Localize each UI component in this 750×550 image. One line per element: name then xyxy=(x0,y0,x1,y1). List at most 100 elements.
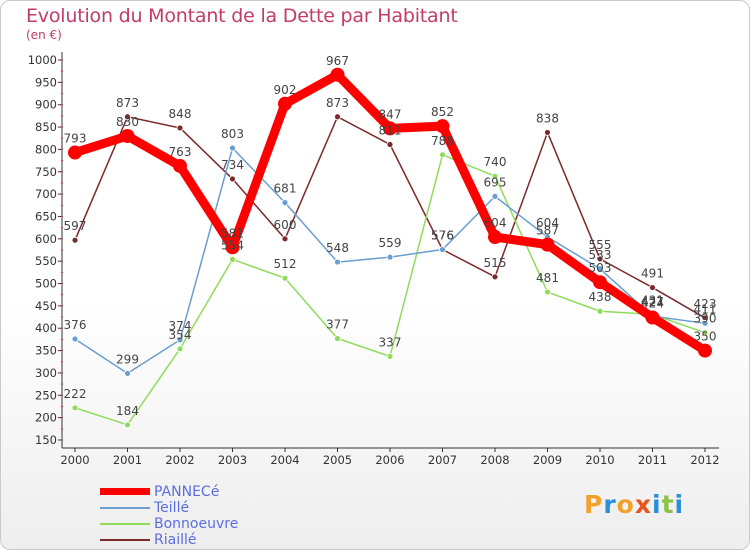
data-point xyxy=(439,151,446,159)
data-point xyxy=(439,246,446,253)
data-label: 576 xyxy=(431,229,454,243)
legend-label-pannece: PANNECé xyxy=(154,484,220,500)
x-tick-label: 2001 xyxy=(113,453,142,467)
data-point xyxy=(596,307,604,315)
data-point xyxy=(544,129,551,136)
data-point xyxy=(225,240,240,255)
logo-letter: x xyxy=(634,490,652,519)
logo-letter: t xyxy=(661,490,675,519)
x-tick-label: 2002 xyxy=(165,453,194,467)
data-point xyxy=(120,129,135,143)
data-label: 847 xyxy=(379,107,402,121)
data-label: 438 xyxy=(589,290,612,304)
y-tick-label: 150 xyxy=(35,433,57,447)
data-label: 222 xyxy=(64,387,87,401)
data-label: 376 xyxy=(64,318,87,332)
data-label: 604 xyxy=(536,216,559,230)
legend-swatch-pannece xyxy=(100,488,150,495)
data-point xyxy=(491,273,499,281)
data-point xyxy=(278,96,292,111)
data-label: 604 xyxy=(484,216,507,230)
data-point xyxy=(281,199,289,207)
data-label: 559 xyxy=(379,236,402,250)
y-tick-label: 650 xyxy=(35,209,57,223)
data-point xyxy=(386,253,394,261)
data-label: 873 xyxy=(326,96,349,110)
data-label: 902 xyxy=(274,83,297,97)
data-label: 788 xyxy=(431,134,454,148)
legend-item-pannece: PANNECé xyxy=(100,484,300,500)
y-tick-label: 550 xyxy=(35,254,57,268)
data-point xyxy=(386,352,394,360)
data-point xyxy=(540,237,555,252)
y-tick-label: 350 xyxy=(35,344,57,358)
y-tick-label: 500 xyxy=(35,277,57,291)
data-point xyxy=(334,258,341,266)
data-label: 431 xyxy=(641,293,664,307)
data-point xyxy=(701,319,709,327)
data-label: 587 xyxy=(536,224,559,238)
y-tick-label: 700 xyxy=(35,187,57,201)
data-point xyxy=(334,113,341,121)
data-point xyxy=(386,141,394,148)
x-tick-label: 2006 xyxy=(375,453,404,467)
y-tick-label: 300 xyxy=(35,366,57,380)
data-point xyxy=(176,124,184,132)
data-point xyxy=(229,175,236,183)
y-tick-label: 600 xyxy=(35,232,57,246)
legend: PANNECé Teillé Bonnoeuvre Riaillé xyxy=(100,484,300,548)
data-point xyxy=(593,275,607,290)
data-label: 503 xyxy=(589,261,612,275)
y-tick-label: 450 xyxy=(35,299,57,313)
data-point xyxy=(383,121,397,136)
data-label: 848 xyxy=(169,107,192,121)
x-tick-label: 2003 xyxy=(218,453,247,467)
data-label: 533 xyxy=(589,248,612,262)
data-label: 555 xyxy=(589,238,612,252)
data-point xyxy=(491,172,499,180)
chart-title: Evolution du Montant de la Dette par Hab… xyxy=(26,5,458,27)
data-point xyxy=(698,343,712,358)
data-label: 481 xyxy=(536,271,559,285)
x-tick-label: 2010 xyxy=(585,453,614,467)
data-label: 411 xyxy=(694,302,717,316)
y-tick-label: 250 xyxy=(35,388,57,402)
data-point xyxy=(71,236,79,244)
x-tick-label: 2011 xyxy=(638,453,667,467)
legend-label-bonnoeuvre: Bonnoeuvre xyxy=(154,516,239,532)
x-tick-label: 2008 xyxy=(480,453,509,467)
x-tick-label: 2009 xyxy=(533,453,562,467)
data-label: 695 xyxy=(484,175,507,189)
data-point xyxy=(281,274,289,282)
data-label: 852 xyxy=(431,105,454,119)
data-point xyxy=(649,284,656,291)
data-point xyxy=(176,345,184,353)
legend-label-teille: Teillé xyxy=(154,500,190,516)
x-tick-label: 2004 xyxy=(270,453,299,467)
data-label: 873 xyxy=(116,96,139,110)
proxiti-logo: Proxiti xyxy=(584,490,684,519)
legend-item-teille: Teillé xyxy=(100,500,300,516)
data-point xyxy=(71,404,79,412)
x-tick-label: 2005 xyxy=(323,453,352,467)
y-tick-label: 850 xyxy=(35,120,57,134)
data-label: 681 xyxy=(274,182,297,196)
x-tick-label: 2012 xyxy=(690,453,719,467)
data-point xyxy=(229,255,236,263)
legend-swatch-bonnoeuvre xyxy=(100,523,150,525)
data-label: 548 xyxy=(326,241,349,255)
data-label: 350 xyxy=(694,330,717,344)
data-point xyxy=(176,336,184,344)
data-point xyxy=(701,329,709,337)
legend-item-riaille: Riaillé xyxy=(100,532,300,548)
data-label: 803 xyxy=(221,127,244,141)
data-point xyxy=(71,335,79,343)
x-tick-label: 2000 xyxy=(60,453,89,467)
data-label: 374 xyxy=(169,319,192,333)
data-label: 424 xyxy=(641,297,664,311)
data-label: 763 xyxy=(169,145,192,159)
data-point xyxy=(435,119,450,134)
data-point xyxy=(229,144,236,152)
y-tick-label: 200 xyxy=(35,411,57,425)
